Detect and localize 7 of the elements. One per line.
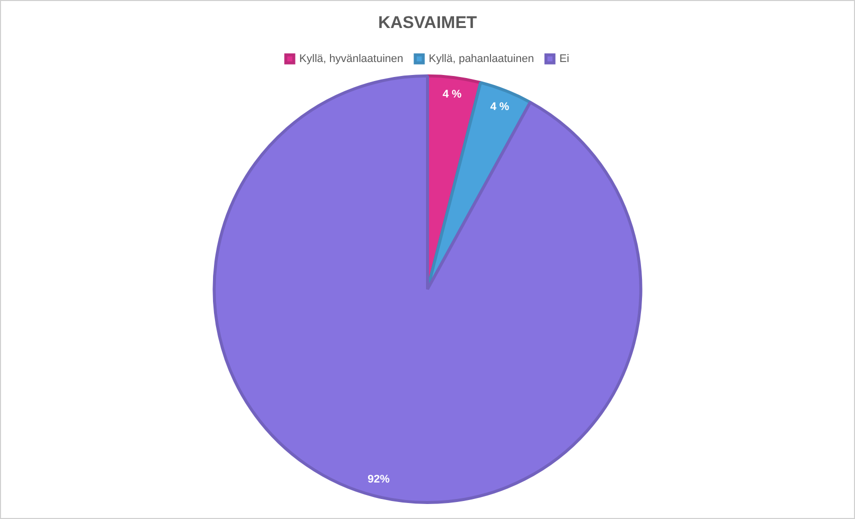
legend-label: Ei <box>559 52 570 65</box>
chart-title: KASVAIMET <box>378 12 478 32</box>
data-label: 4 % <box>490 100 510 113</box>
legend-label: Kyllä, pahanlaatuinen <box>428 52 534 65</box>
data-label: 4 % <box>442 88 462 101</box>
legend-label: Kyllä, hyvänlaatuinen <box>299 52 404 65</box>
data-label: 92% <box>368 473 390 486</box>
